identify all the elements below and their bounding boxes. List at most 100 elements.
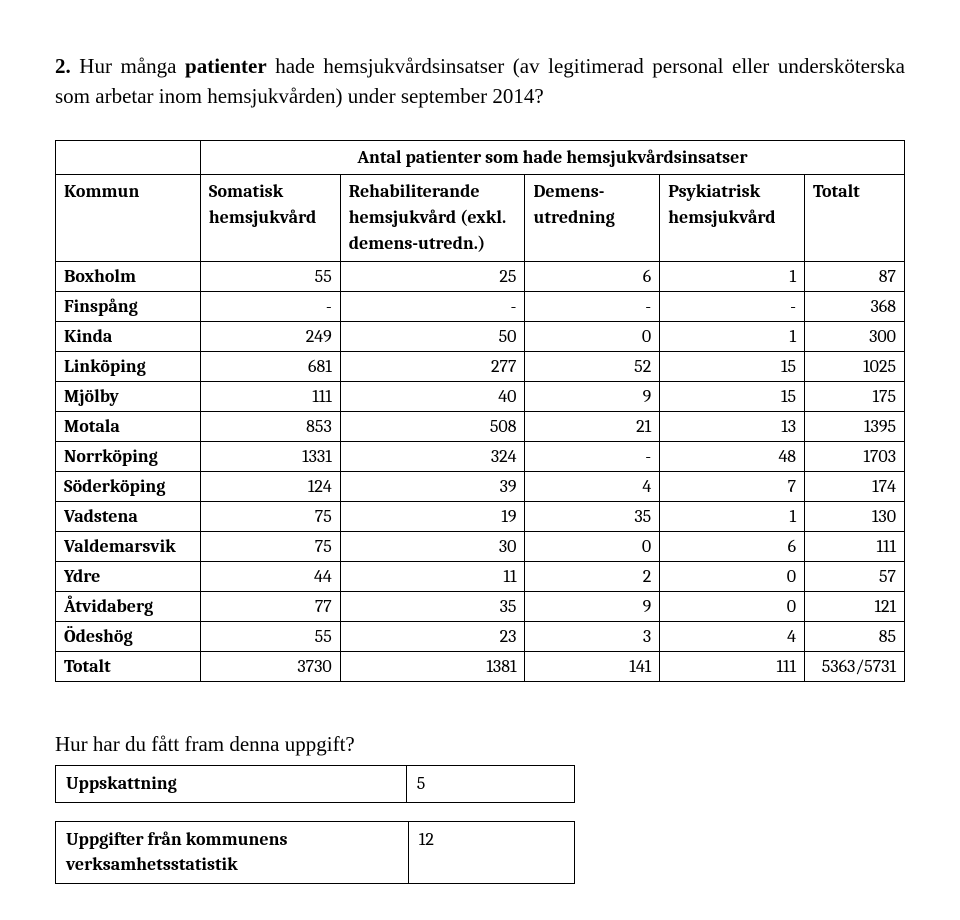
row-value: 77	[200, 592, 340, 622]
row-label: Linköping	[56, 352, 201, 382]
row-value: 87	[805, 262, 905, 292]
row-value: 1395	[805, 412, 905, 442]
row-value: 57	[805, 562, 905, 592]
row-value: 175	[805, 382, 905, 412]
table-row: Ydre44112057	[56, 562, 905, 592]
row-value: 25	[340, 262, 525, 292]
total-label: Totalt	[56, 652, 201, 682]
row-value: 55	[200, 262, 340, 292]
row-label: Ödeshög	[56, 622, 201, 652]
table-body: Boxholm55256187Finspång----368Kinda24950…	[56, 262, 905, 682]
table-row: Kinda2495001300	[56, 322, 905, 352]
row-value: 1025	[805, 352, 905, 382]
table-row: Boxholm55256187	[56, 262, 905, 292]
row-value: -	[525, 292, 660, 322]
table-row: Valdemarsvik753006111	[56, 532, 905, 562]
row-value: 35	[340, 592, 525, 622]
row-value: 3	[525, 622, 660, 652]
row-value: 324	[340, 442, 525, 472]
row-label: Kinda	[56, 322, 201, 352]
row-label: Motala	[56, 412, 201, 442]
row-value: 111	[805, 532, 905, 562]
sub-heading: Hur har du fått fram denna uppgift?	[55, 732, 905, 757]
row-value: 300	[805, 322, 905, 352]
row-value: 9	[525, 592, 660, 622]
table-row: Finspång----368	[56, 292, 905, 322]
question-number: 2.	[55, 54, 71, 78]
row-value: 124	[200, 472, 340, 502]
row-value: 277	[340, 352, 525, 382]
row-value: 55	[200, 622, 340, 652]
row-value: -	[340, 292, 525, 322]
estimate-value-2: 12	[408, 822, 574, 884]
row-value: 40	[340, 382, 525, 412]
row-value: 174	[805, 472, 905, 502]
row-label: Boxholm	[56, 262, 201, 292]
question-seg1: Hur många	[71, 54, 185, 78]
row-value: 1	[660, 322, 805, 352]
row-value: 1	[660, 502, 805, 532]
row-value: 6	[660, 532, 805, 562]
table-row: Vadstena7519351130	[56, 502, 905, 532]
row-value: 2	[525, 562, 660, 592]
row-value: 1703	[805, 442, 905, 472]
estimate-label-2: Uppgifter från kommunens verksamhetsstat…	[56, 822, 409, 884]
row-label: Norrköping	[56, 442, 201, 472]
col-rehab: Rehabiliterande hemsjukvård (exkl. demen…	[340, 174, 525, 261]
row-value: 368	[805, 292, 905, 322]
table-row: Linköping68127752151025	[56, 352, 905, 382]
row-value: 21	[525, 412, 660, 442]
row-label: Finspång	[56, 292, 201, 322]
row-value: 48	[660, 442, 805, 472]
row-value: 4	[660, 622, 805, 652]
row-value: 6	[525, 262, 660, 292]
row-value: 30	[340, 532, 525, 562]
row-value: 50	[340, 322, 525, 352]
col-psyk: Psykiatrisk hemsjukvård	[660, 174, 805, 261]
row-label: Åtvidaberg	[56, 592, 201, 622]
table-row: Mjölby11140915175	[56, 382, 905, 412]
row-value: 75	[200, 532, 340, 562]
table-row: Åtvidaberg773590121	[56, 592, 905, 622]
row-value: 23	[340, 622, 525, 652]
question-bold1: patienter	[185, 54, 267, 78]
estimate-table-2: Uppgifter från kommunens verksamhetsstat…	[55, 821, 575, 884]
col-demens: Demens-utredning	[525, 174, 660, 261]
row-value: 11	[340, 562, 525, 592]
row-value: 52	[525, 352, 660, 382]
row-value: 0	[525, 532, 660, 562]
total-value: 141	[525, 652, 660, 682]
row-value: 111	[200, 382, 340, 412]
table-row: Norrköping1331324-481703	[56, 442, 905, 472]
row-value: 681	[200, 352, 340, 382]
row-value: 1	[660, 262, 805, 292]
total-value: 5363/5731	[805, 652, 905, 682]
estimate-table-1: Uppskattning 5	[55, 765, 575, 803]
row-value: 853	[200, 412, 340, 442]
row-value: 39	[340, 472, 525, 502]
row-label: Ydre	[56, 562, 201, 592]
row-value: -	[200, 292, 340, 322]
table-row: Söderköping1243947174	[56, 472, 905, 502]
row-value: 19	[340, 502, 525, 532]
row-value: 44	[200, 562, 340, 592]
table-row: Ödeshög55233485	[56, 622, 905, 652]
row-value: 85	[805, 622, 905, 652]
row-label: Vadstena	[56, 502, 201, 532]
table-corner-blank	[56, 140, 201, 174]
row-value: 4	[525, 472, 660, 502]
total-value: 3730	[200, 652, 340, 682]
total-value: 111	[660, 652, 805, 682]
row-value: 15	[660, 352, 805, 382]
row-label: Mjölby	[56, 382, 201, 412]
total-value: 1381	[340, 652, 525, 682]
row-value: -	[525, 442, 660, 472]
row-label: Valdemarsvik	[56, 532, 201, 562]
row-value: 1331	[200, 442, 340, 472]
table-row: Motala85350821131395	[56, 412, 905, 442]
table-superheader: Antal patienter som hade hemsjukvårdsins…	[200, 140, 904, 174]
row-value: 15	[660, 382, 805, 412]
row-value: 7	[660, 472, 805, 502]
row-value: 9	[525, 382, 660, 412]
col-totalt: Totalt	[805, 174, 905, 261]
